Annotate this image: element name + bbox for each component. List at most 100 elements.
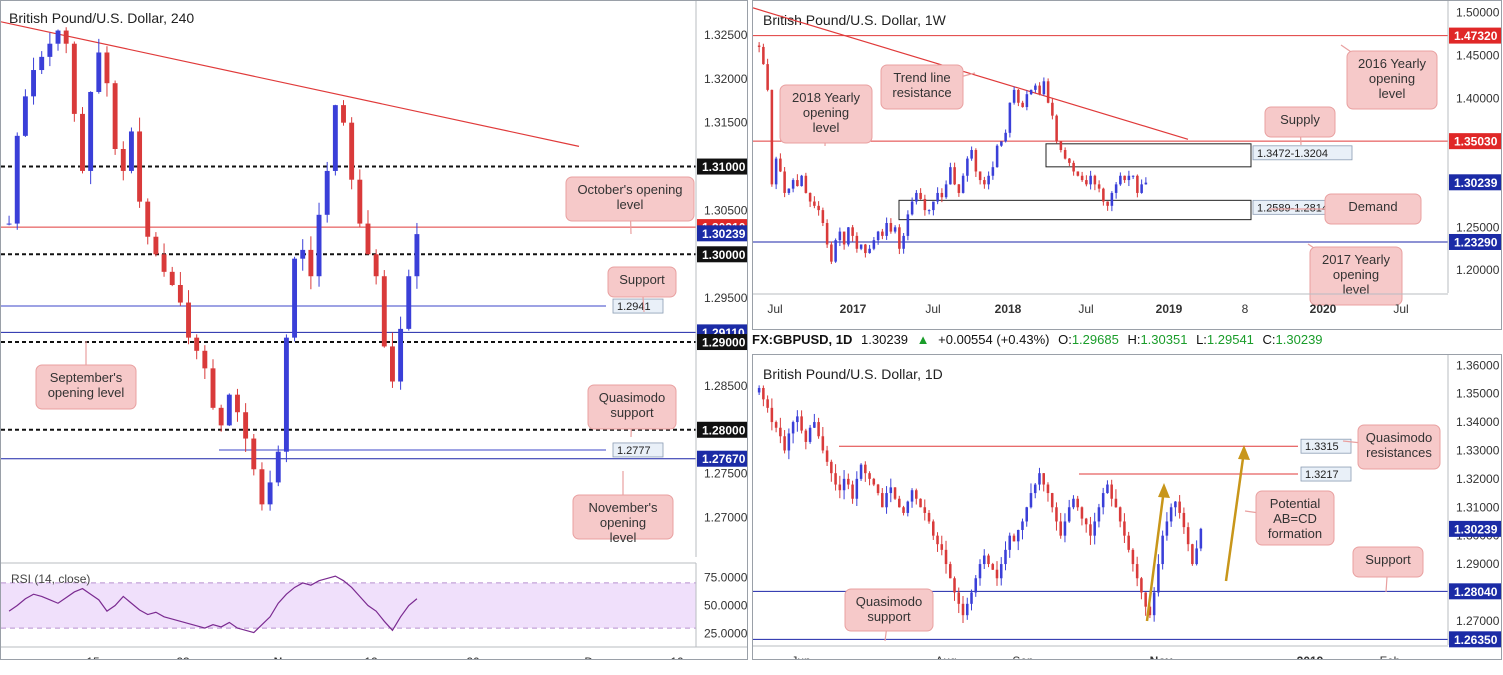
- candle: [1033, 482, 1037, 499]
- price-tag: 1.30239: [1449, 520, 1501, 537]
- candle: [872, 477, 876, 487]
- candle-body: [813, 201, 816, 206]
- callout-novembers-opening-level-text: level: [610, 530, 637, 545]
- candle: [936, 187, 939, 205]
- candle-body: [940, 544, 944, 550]
- candle-body: [774, 158, 778, 185]
- callout-2016-yearly-opening-level-text: level: [1379, 86, 1406, 101]
- candle-body: [915, 490, 918, 499]
- candle: [961, 173, 965, 194]
- price-tick-label: 1.34000: [1456, 415, 1500, 429]
- candle-body: [893, 227, 897, 232]
- candle-body: [22, 96, 28, 136]
- candle: [1085, 175, 1088, 187]
- candle: [825, 219, 829, 248]
- rsi-label: RSI (14, close): [11, 572, 90, 586]
- callout-quasimodo-support-text: support: [867, 609, 911, 624]
- symbol-name[interactable]: FX:GBPUSD, 1D: [752, 332, 853, 347]
- candle-body: [923, 507, 927, 513]
- callout-support-text: Support: [1365, 552, 1411, 567]
- time-tick-label: Aug: [935, 654, 956, 659]
- arrow-shaft: [1224, 450, 1246, 582]
- price-tag-label: 1.30239: [702, 227, 746, 241]
- callout-trend-line-resistance-box: [880, 64, 964, 110]
- candle-body: [800, 175, 803, 187]
- weekly-chart[interactable]: British Pound/U.S. Dollar, 1W 1.3472-1.32…: [753, 1, 1501, 329]
- candle: [332, 104, 338, 176]
- candle-body: [770, 407, 774, 423]
- h4-chart[interactable]: British Pound/U.S. Dollar, 240 1.32500 1.3…: [1, 1, 747, 659]
- candle: [948, 561, 952, 579]
- candle: [1051, 98, 1054, 120]
- candle: [1089, 516, 1092, 545]
- candle: [1084, 517, 1088, 533]
- candle-body: [365, 223, 371, 255]
- callout-2018-yearly-opening-level-text: 2018 Yearly: [792, 90, 860, 105]
- time-tick-label: 2018: [995, 302, 1022, 316]
- candle: [1114, 182, 1118, 199]
- candle-body: [1114, 498, 1118, 508]
- candle: [275, 445, 281, 487]
- candle: [927, 510, 931, 524]
- price-tick-label: 1.45000: [1456, 49, 1500, 63]
- candle-body: [1072, 162, 1075, 172]
- candle: [1063, 147, 1067, 160]
- candle: [915, 190, 918, 205]
- price-tick-label: 1.27000: [704, 511, 747, 525]
- weekly-chart-panel[interactable]: British Pound/U.S. Dollar, 1W 1.3472-1.32…: [752, 0, 1502, 330]
- candle: [966, 156, 969, 182]
- candle-body: [1140, 578, 1143, 593]
- candle: [1127, 170, 1131, 187]
- callout-septembers-opening-level-text: September's: [50, 370, 123, 385]
- candle: [978, 559, 982, 586]
- candle-body: [783, 436, 786, 451]
- candle-body: [893, 487, 897, 499]
- rsi-line: [8, 575, 418, 634]
- h4-chart-panel[interactable]: British Pound/U.S. Dollar, 240 1.32500 1.3…: [0, 0, 748, 660]
- candle: [800, 174, 803, 187]
- candle: [1004, 129, 1007, 143]
- candle: [876, 230, 880, 245]
- candle: [949, 162, 952, 185]
- candle-body: [987, 555, 990, 565]
- candle-body: [1169, 507, 1173, 522]
- candle-body: [936, 192, 939, 202]
- time-tick-label: Jul: [925, 302, 940, 316]
- callout-demand: Demand: [1269, 193, 1422, 225]
- daily-chart[interactable]: British Pound/U.S. Dollar, 1D 1.36000 1.35…: [753, 355, 1501, 659]
- chart-title: British Pound/U.S. Dollar, 1W: [763, 12, 947, 28]
- candle-body: [1199, 528, 1203, 549]
- candle: [906, 210, 910, 241]
- price-tag: 1.31000: [697, 158, 747, 175]
- candle: [766, 395, 769, 413]
- candle-body: [243, 412, 249, 439]
- candle: [145, 198, 151, 245]
- close-value: 1.30239: [1275, 332, 1323, 347]
- candle: [757, 42, 761, 53]
- price-tag-bg: [697, 158, 747, 175]
- candle-body: [825, 450, 829, 462]
- candle: [987, 171, 990, 190]
- candle: [1012, 533, 1016, 542]
- candle: [902, 505, 905, 516]
- price-tag-bg: [1449, 133, 1501, 150]
- candle: [842, 470, 846, 500]
- candle-body: [762, 387, 765, 400]
- time-tick-label: Dec: [584, 655, 605, 659]
- price-tick-label: 1.36000: [1456, 358, 1500, 372]
- candle: [1165, 512, 1169, 541]
- candle-body: [398, 328, 404, 382]
- close-label: C:: [1262, 332, 1276, 347]
- price-tag: 1.28040: [1449, 583, 1501, 600]
- candle-body: [31, 70, 36, 97]
- time-tick-label: Jul: [1393, 302, 1408, 316]
- daily-chart-panel[interactable]: British Pound/U.S. Dollar, 1D 1.36000 1.35…: [752, 354, 1502, 660]
- candle: [1186, 522, 1190, 552]
- candle: [1157, 554, 1160, 597]
- candle-body: [906, 501, 910, 513]
- time-tick-label: 15: [86, 655, 100, 659]
- candle: [1097, 503, 1101, 528]
- price-tick-label: 1.25000: [1456, 220, 1500, 234]
- daily-symbol-bar: FX:GBPUSD, 1D 1.30239 ▲ +0.00554 (+0.43%…: [752, 332, 1502, 354]
